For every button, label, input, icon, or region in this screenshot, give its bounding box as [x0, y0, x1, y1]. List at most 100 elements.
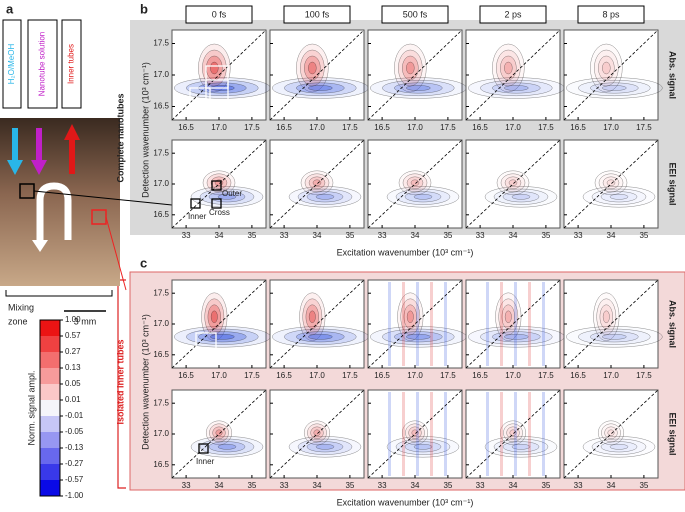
- spectrum-plot: 33 34 35: [563, 389, 659, 490]
- spectrum-plot: 33 17.5 34 17.0 35 16.5: [153, 389, 267, 490]
- blue-contour: [502, 441, 540, 453]
- y-tick-label: 17.5: [153, 148, 169, 157]
- blue-contour: [492, 82, 541, 94]
- red-contour: [500, 420, 527, 445]
- x-axis-label: Excitation wavenumber (10³ cm⁻¹): [337, 497, 474, 507]
- diagonal: [171, 139, 267, 229]
- stripe: [514, 392, 517, 476]
- red-contour: [406, 61, 415, 75]
- inlet-arrow: [12, 128, 18, 162]
- red-contour: [598, 55, 615, 81]
- x-tick-label: 17.0: [505, 123, 521, 132]
- colorbar-band: [40, 368, 60, 385]
- colorbar-tick-label: -0.13: [65, 443, 84, 452]
- zone-bracket: [5, 290, 113, 297]
- x-tick-label: 35: [541, 481, 550, 490]
- blue-contour: [395, 188, 451, 205]
- x-tick-label: 34: [607, 481, 616, 490]
- blue-contour: [609, 193, 629, 200]
- spectrum-plot: 16.5 17.0 17.5: [367, 29, 467, 132]
- x-tick-label: 33: [280, 481, 289, 490]
- blue-contour: [602, 333, 627, 340]
- inlet-arrow: [64, 124, 80, 140]
- y-tick-label: 17.5: [153, 39, 169, 48]
- red-contour: [503, 423, 523, 442]
- blue-contour: [308, 85, 333, 91]
- blue-contour: [288, 436, 362, 458]
- x-tick-label: 33: [280, 231, 289, 240]
- diagonal: [367, 29, 463, 121]
- colorbar-band: [40, 416, 60, 433]
- annotation: Inner: [188, 212, 207, 221]
- x-tick-label: 33: [574, 231, 583, 240]
- red-contour: [405, 423, 425, 442]
- colorbar-band: [40, 400, 60, 417]
- inlet-box: [61, 19, 82, 109]
- annotation: Inner: [196, 457, 215, 466]
- spectrum-plot: 33 34 35: [465, 389, 561, 490]
- colorbar-tick-label: 0.57: [65, 331, 81, 340]
- x-tick-label: 34: [313, 231, 322, 240]
- diagonal: [367, 389, 463, 479]
- colorbar-tick-label: -0.27: [65, 459, 84, 468]
- blue-contour: [210, 333, 235, 340]
- annotation-box: [198, 443, 209, 454]
- x-tick-label: 33: [378, 481, 387, 490]
- red-contour: [304, 420, 331, 445]
- x-tick-label: 35: [345, 231, 354, 240]
- y-tick-label: 16.5: [153, 210, 169, 219]
- inlet-label: Inner tubes: [67, 44, 76, 84]
- annotation: Outer: [222, 189, 242, 198]
- red-contour: [406, 310, 414, 323]
- red-contour: [215, 429, 223, 436]
- delay-label: 500 fs: [403, 9, 428, 19]
- x-tick-label: 17.0: [407, 371, 423, 380]
- blue-contour: [297, 438, 353, 455]
- red-contour: [402, 420, 429, 445]
- delay-box: [479, 5, 547, 24]
- blue-contour: [413, 443, 433, 450]
- blue-contour: [590, 82, 639, 94]
- x-tick-label: 17.5: [342, 371, 358, 380]
- x-tick-label: 34: [411, 481, 420, 490]
- blue-contour: [308, 333, 333, 340]
- x-tick-label: 16.5: [472, 123, 488, 132]
- x-tick-label: 16.5: [178, 371, 194, 380]
- diagonal: [269, 29, 365, 121]
- red-contour: [308, 61, 317, 75]
- stripe: [430, 392, 433, 476]
- delay-box: [577, 5, 645, 24]
- stripe: [528, 392, 531, 476]
- x-tick-label: 35: [639, 481, 648, 490]
- x-tick-label: 17.0: [407, 123, 423, 132]
- colorbar-band: [40, 480, 60, 497]
- colorbar-tick-label: -0.57: [65, 475, 84, 484]
- red-contour: [602, 61, 611, 75]
- x-tick-label: 16.5: [276, 371, 292, 380]
- red-contour: [210, 61, 219, 75]
- stripe: [500, 392, 503, 476]
- spectrum-plot: 16.5 17.0 17.5: [563, 279, 663, 380]
- colorbar-band: [40, 448, 60, 465]
- x-tick-label: 35: [443, 481, 452, 490]
- blue-contour: [504, 85, 529, 91]
- x-tick-label: 34: [215, 481, 224, 490]
- photo: [0, 118, 120, 286]
- x-tick-label: 17.5: [440, 123, 456, 132]
- x-tick-label: 34: [411, 231, 420, 240]
- y-tick-label: 17.5: [153, 398, 169, 407]
- spectrum-plot: 16.5 17.0 17.5: [367, 279, 467, 380]
- delay-label: 2 ps: [504, 9, 522, 19]
- stripe: [528, 282, 531, 366]
- red-contour: [504, 310, 512, 323]
- red-contour: [601, 423, 621, 442]
- diagonal: [269, 279, 365, 369]
- diagonal: [367, 279, 463, 369]
- red-contour: [598, 173, 624, 193]
- red-contour: [602, 310, 610, 323]
- colorbar-band: [40, 336, 60, 353]
- blue-contour: [404, 191, 442, 203]
- blue-contour: [609, 443, 629, 450]
- blue-contour: [566, 77, 663, 99]
